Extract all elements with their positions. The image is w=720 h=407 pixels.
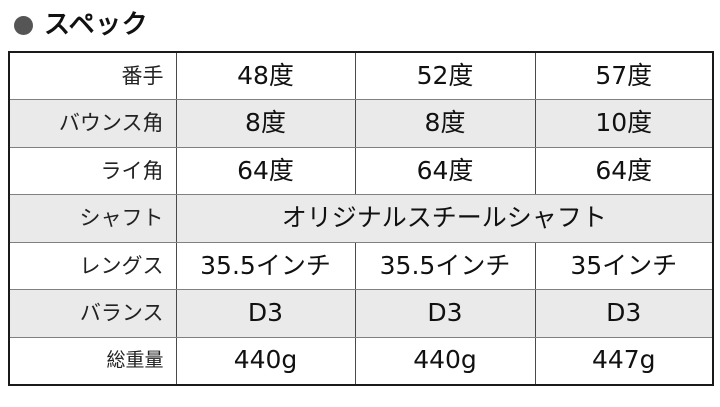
row-value: D3 <box>355 289 536 338</box>
row-label: バランス <box>9 289 177 338</box>
table-row: バウンス角 8度 8度 10度 <box>9 99 713 148</box>
row-value: 64度 <box>535 147 713 195</box>
row-value: D3 <box>176 289 356 338</box>
row-label: バウンス角 <box>9 99 177 148</box>
section-heading: スペック <box>14 6 148 44</box>
row-value: 64度 <box>176 147 356 195</box>
row-value: 35.5インチ <box>176 242 356 290</box>
table-row: ライ角 64度 64度 64度 <box>9 147 713 195</box>
row-value: 440g <box>176 337 356 385</box>
table-row: シャフト オリジナルスチールシャフト <box>9 194 713 243</box>
table-row: 番手 48度 52度 57度 <box>9 52 713 100</box>
row-value: 35インチ <box>535 242 713 290</box>
row-value: 35.5インチ <box>355 242 536 290</box>
row-value: 52度 <box>355 52 536 100</box>
spec-table-container: 番手 48度 52度 57度 バウンス角 8度 8度 10度 ライ角 64度 64度 64度 シャフトオ… <box>8 51 714 386</box>
row-label: シャフト <box>9 194 177 243</box>
row-value: 8度 <box>176 99 356 148</box>
row-value-merged: オリジナルスチールシャフト <box>176 194 713 243</box>
page-title: スペック <box>44 10 149 40</box>
row-value: 440g <box>355 337 536 385</box>
row-value: 8度 <box>355 99 536 148</box>
table-row: バランス D3 D3 D3 <box>9 289 713 338</box>
row-value: D3 <box>535 289 713 338</box>
table-row: 総重量 440g 440g 447g <box>9 337 713 385</box>
row-value: 10度 <box>535 99 713 148</box>
row-label: レングス <box>9 242 177 290</box>
row-value: 64度 <box>355 147 536 195</box>
spec-table-body: 番手 48度 52度 57度 バウンス角 8度 8度 10度 ライ角 64度 64度 64度 シャフトオ… <box>9 52 713 385</box>
filled-circle-bullet-icon <box>14 15 33 35</box>
row-label: 総重量 <box>9 337 177 385</box>
spec-table: 番手 48度 52度 57度 バウンス角 8度 8度 10度 ライ角 64度 64度 64度 シャフトオ… <box>8 51 714 386</box>
row-label: 番手 <box>9 52 177 100</box>
row-value: 57度 <box>535 52 713 100</box>
row-value: 447g <box>535 337 713 385</box>
row-label: ライ角 <box>9 147 177 195</box>
table-row: レングス 35.5インチ 35.5インチ 35インチ <box>9 242 713 290</box>
row-value: 48度 <box>176 52 356 100</box>
